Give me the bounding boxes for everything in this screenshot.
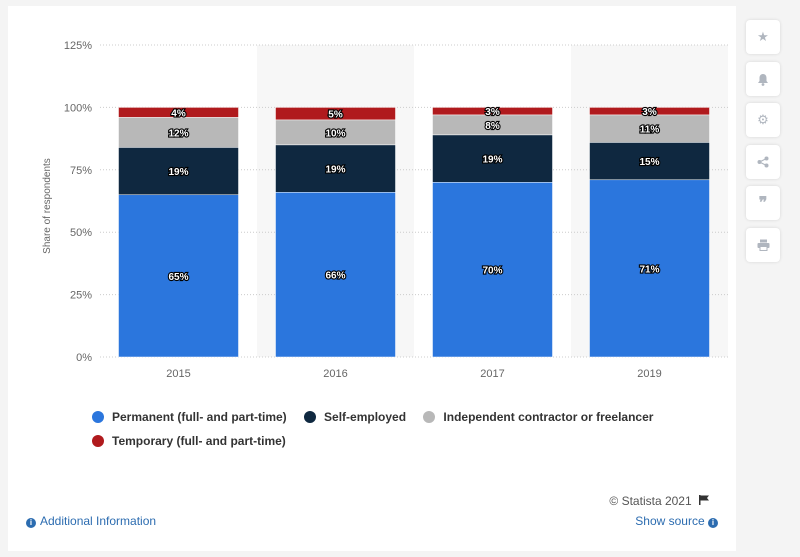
bar-segment[interactable] (432, 182, 553, 358)
data-label: 19% (325, 165, 345, 176)
quote-icon: ❞ (758, 195, 768, 212)
star-icon: ★ (757, 29, 769, 44)
show-source-label: Show source (635, 514, 705, 528)
legend-label-temporary: Temporary (full- and part-time) (112, 434, 286, 448)
data-label: 12% (168, 128, 188, 139)
bar-segment[interactable] (118, 194, 239, 358)
print-icon (757, 239, 769, 251)
legend-marker-contractor (423, 411, 436, 423)
legend-item-self-employed[interactable]: Self-employed (304, 405, 406, 429)
data-label: 5% (328, 110, 343, 121)
data-label: 10% (325, 128, 345, 139)
y-axis-title: Share of respondents (42, 158, 53, 254)
bar-segment[interactable] (432, 107, 553, 116)
bar-segment[interactable] (118, 117, 239, 148)
show-source-link[interactable]: Show source i (635, 514, 722, 528)
flag-icon (699, 495, 709, 505)
favorite-button[interactable]: ★ (746, 20, 780, 54)
x-tick-label: 2015 (166, 368, 190, 380)
data-label: 3% (642, 107, 657, 118)
legend-label-self-employed: Self-employed (324, 410, 407, 424)
legend: Permanent (full- and part-time) Self-emp… (92, 405, 732, 453)
y-tick-label: 0% (76, 352, 92, 364)
info-icon: i (26, 518, 36, 528)
bar-segment[interactable] (589, 107, 710, 116)
credit-text: © Statista 2021 (609, 494, 692, 508)
bar-segment[interactable] (589, 142, 710, 181)
data-label: 3% (485, 107, 500, 118)
bar-segment[interactable] (275, 107, 396, 121)
y-tick-label: 50% (70, 227, 92, 239)
legend-item-contractor[interactable]: Independent contractor or freelancer (423, 405, 653, 429)
bar-segment[interactable] (275, 119, 396, 146)
additional-information-label: Additional Information (40, 514, 157, 528)
data-label: 66% (325, 271, 345, 282)
y-tick-label: 25% (70, 290, 92, 302)
data-label: 15% (639, 157, 659, 168)
bar-segment[interactable] (589, 179, 710, 358)
bar-segment[interactable] (589, 114, 710, 143)
data-label: 4% (171, 108, 186, 119)
notification-button[interactable] (746, 62, 780, 96)
legend-marker-temporary (92, 435, 104, 447)
legend-item-temporary[interactable]: Temporary (full- and part-time) (92, 429, 286, 453)
data-label: 70% (482, 266, 502, 277)
statista-credit[interactable]: © Statista 2021 (609, 494, 710, 508)
data-label: 71% (639, 264, 659, 275)
print-button[interactable] (746, 228, 780, 262)
gear-icon: ⚙ (757, 112, 769, 127)
bar-segment[interactable] (118, 107, 239, 118)
data-label: 8% (485, 121, 500, 132)
legend-label-contractor: Independent contractor or freelancer (443, 410, 654, 424)
data-label: 19% (168, 167, 188, 178)
data-label: 65% (168, 272, 188, 283)
y-tick-label: 75% (70, 165, 92, 177)
chart-card: 0% 25% 50% 75% 100% 125% Share of respondents 6… (8, 6, 736, 551)
data-label: 11% (640, 125, 660, 136)
share-button[interactable] (746, 145, 780, 179)
bell-icon (758, 73, 768, 86)
settings-button[interactable]: ⚙ (746, 103, 780, 137)
y-tick-label: 125% (64, 40, 92, 52)
data-label: 19% (482, 155, 502, 166)
cite-button[interactable]: ❞ (746, 186, 780, 220)
stacked-bar-chart: 0% 25% 50% 75% 100% 125% Share of respondents 6… (42, 40, 728, 380)
info-icon: i (708, 518, 718, 528)
legend-marker-self-employed (304, 411, 317, 423)
share-icon (757, 156, 769, 168)
bar-segment[interactable] (118, 147, 239, 196)
additional-information-link[interactable]: i Additional Information (26, 514, 156, 528)
legend-marker-permanent (92, 411, 104, 423)
y-tick-label: 100% (64, 102, 92, 114)
x-tick-label: 2017 (480, 368, 504, 380)
x-tick-label: 2016 (323, 368, 347, 380)
x-tick-label: 2019 (637, 368, 661, 380)
legend-item-permanent[interactable]: Permanent (full- and part-time) (92, 405, 287, 429)
legend-label-permanent: Permanent (full- and part-time) (112, 410, 287, 424)
